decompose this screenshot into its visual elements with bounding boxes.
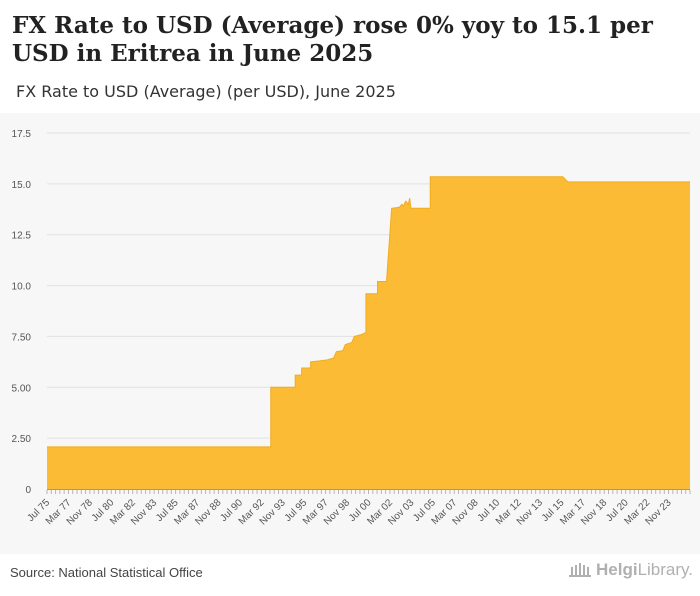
y-tick-label: 2.50 [12, 434, 32, 445]
series-line [47, 176, 690, 448]
y-tick-label: 7.50 [12, 332, 32, 343]
y-tick-label: 10.0 [12, 282, 32, 293]
series-area-group [47, 176, 690, 490]
library-building-icon [569, 563, 591, 577]
y-tick-label: 17.5 [12, 129, 32, 140]
logo-text-helgi: Helgi [596, 560, 638, 579]
logo-text-library: Library. [637, 560, 693, 579]
y-tick-label: 5.00 [12, 383, 32, 394]
source-note: Source: National Statistical Office [10, 565, 203, 580]
y-tick-label: 15.0 [12, 180, 32, 191]
series-area [47, 176, 690, 490]
y-tick-label: 12.5 [12, 231, 32, 242]
y-tick-label: 0 [25, 485, 31, 496]
chart-subtitle: FX Rate to USD (Average) (per USD), June… [16, 82, 396, 101]
chart-title: FX Rate to USD (Average) rose 0% yoy to … [12, 12, 653, 67]
helgi-library-logo[interactable]: HelgiLibrary. [568, 560, 693, 580]
